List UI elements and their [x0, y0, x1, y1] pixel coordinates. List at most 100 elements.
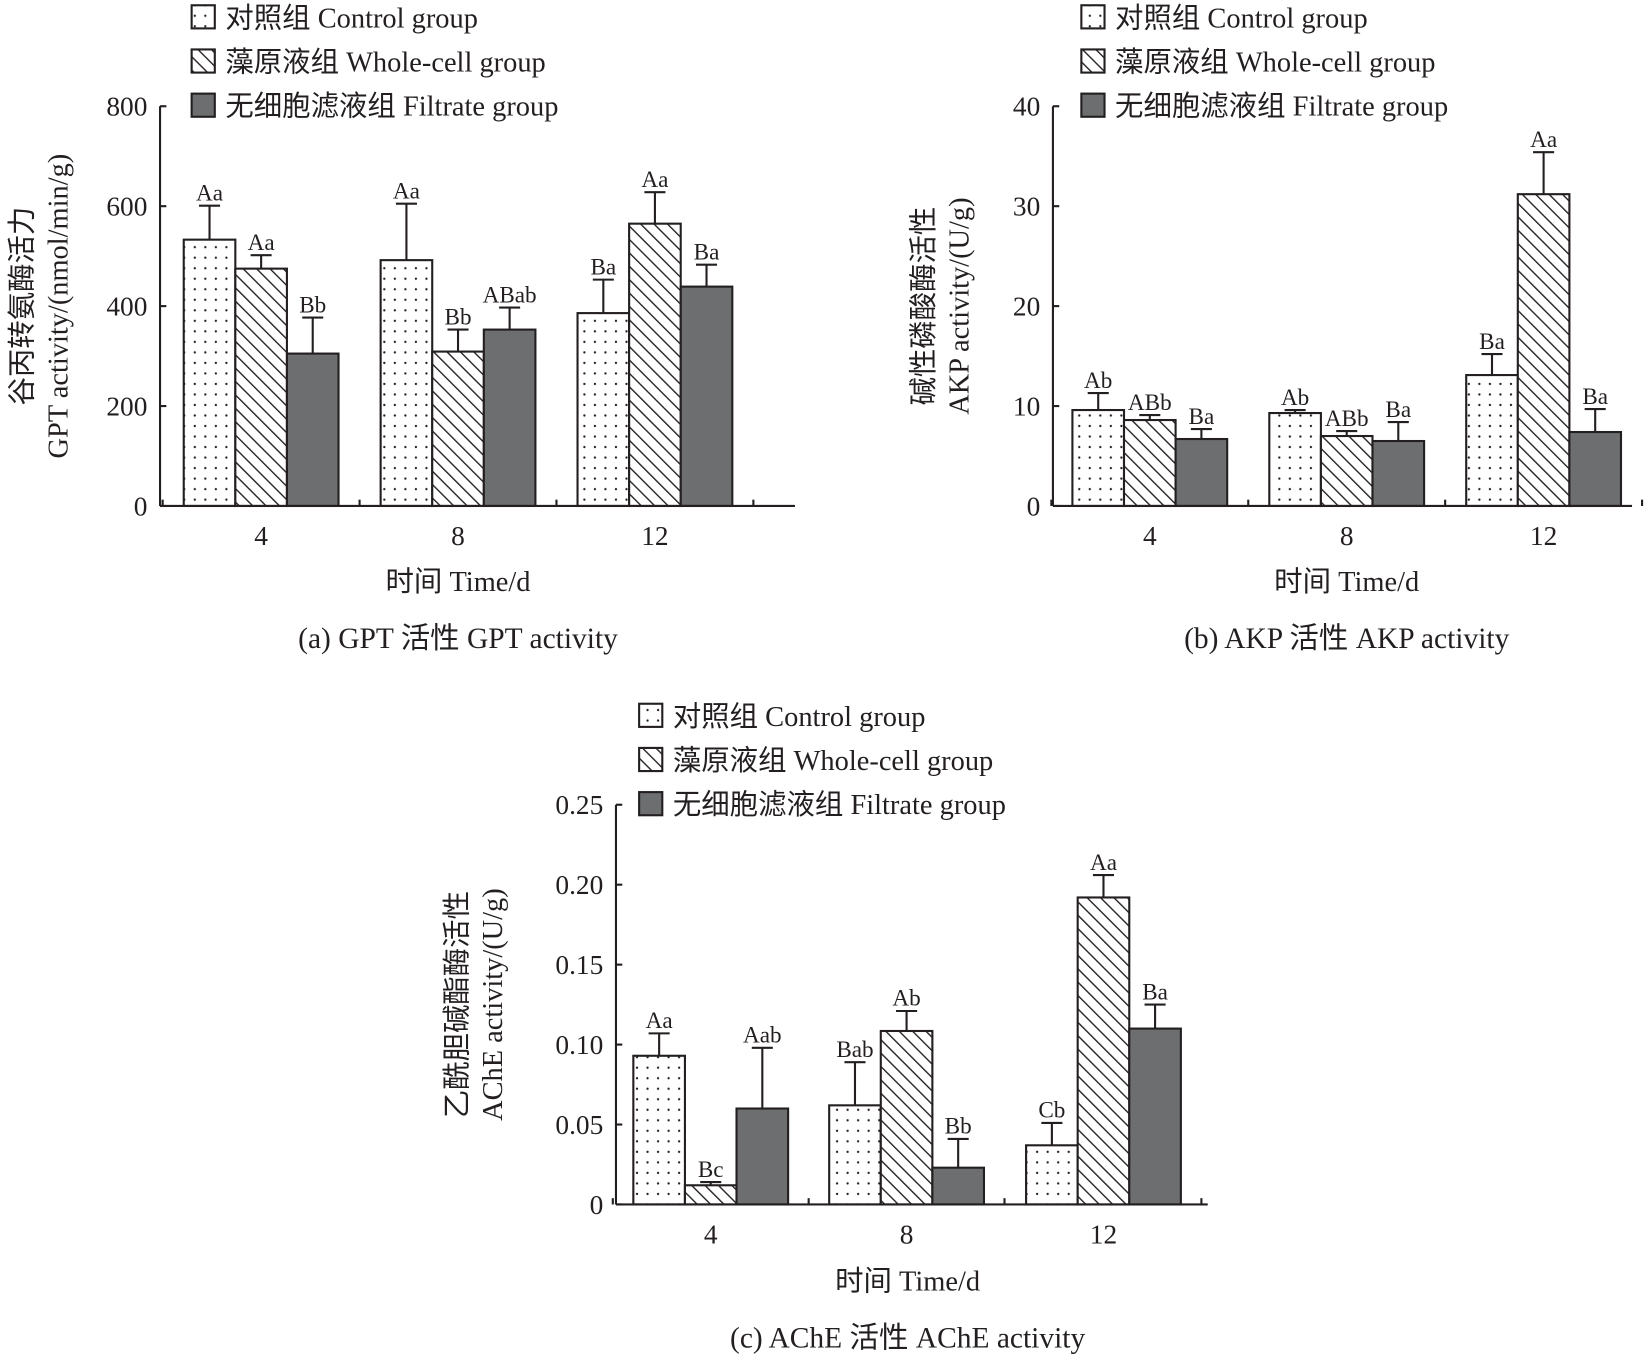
significance-label: ABb	[1128, 390, 1172, 416]
legend: 对照组 Control group 藻原液组 Whole-cell group …	[638, 701, 1006, 821]
bar-filtrate-12	[1568, 430, 1623, 508]
y-axis-label-en: AKP activity/(U/g)	[945, 197, 976, 414]
x-tick-label: 12	[641, 521, 668, 551]
x-tick-label: 4	[704, 1219, 718, 1249]
bar-whole-8	[1319, 434, 1374, 508]
y-axis-label-en: AChE activity/(U/g)	[478, 888, 509, 1121]
legend: 对照组 Control group 藻原液组 Whole-cell group …	[1080, 2, 1448, 123]
significance-label: Bc	[698, 1157, 724, 1183]
significance-label: Ba	[694, 239, 720, 265]
x-tick-label: 12	[1530, 521, 1557, 551]
significance-label: ABb	[1325, 406, 1369, 432]
bar-control-12	[1465, 374, 1519, 508]
bar-control-8	[828, 1104, 882, 1206]
bar-control-12	[1025, 1144, 1079, 1206]
significance-label: Aa	[393, 178, 420, 204]
x-axis-label: 时间 Time/d	[386, 566, 531, 598]
y-tick-label: 600	[106, 192, 147, 222]
y-tick-label: 30	[1013, 192, 1040, 222]
y-tick-label: 0.20	[555, 870, 603, 900]
y-tick-label: 0.10	[555, 1030, 603, 1060]
y-tick-label: 400	[106, 292, 147, 322]
bar-filtrate-4	[1174, 437, 1229, 508]
significance-label: Ba	[1142, 979, 1168, 1005]
bar-control-8	[379, 259, 434, 508]
x-axis-label: 时间 Time/d	[835, 1266, 980, 1298]
y-tick-label: 20	[1013, 292, 1040, 322]
bar-filtrate-8	[1371, 439, 1426, 508]
x-axis-label: 时间 Time/d	[1274, 566, 1419, 598]
legend-label-whole: 藻原液组 Whole-cell group	[673, 745, 993, 777]
legend-swatch-control	[1080, 4, 1106, 30]
y-tick-label: 0	[1027, 491, 1041, 521]
x-tick-label: 8	[1340, 521, 1354, 551]
bar-control-4	[182, 238, 237, 508]
bar-filtrate-12	[1128, 1027, 1182, 1206]
significance-label: Cb	[1038, 1098, 1065, 1124]
legend-swatch-whole	[190, 48, 216, 74]
chart-akp: 对照组 Control group 藻原液组 Whole-cell group …	[908, 2, 1644, 655]
significance-label: Ba	[1385, 397, 1411, 423]
bar-control-8	[1268, 411, 1322, 508]
chart-caption: (b) AKP 活性 AKP activity	[1184, 622, 1509, 655]
x-tick-label: 8	[451, 521, 465, 551]
y-tick-label: 200	[106, 392, 147, 422]
chart-caption: (a) GPT 活性 GPT activity	[298, 622, 618, 655]
significance-label: Ba	[1582, 384, 1608, 410]
x-tick-label: 12	[1090, 1219, 1117, 1249]
significance-label: Ba	[590, 254, 616, 280]
y-tick-label: 0	[134, 491, 148, 521]
legend-swatch-filtrate	[638, 791, 664, 817]
significance-label: Aab	[743, 1023, 782, 1049]
legend-swatch-control	[638, 702, 664, 728]
bar-whole-4	[683, 1184, 738, 1206]
legend-swatch-whole	[638, 746, 664, 773]
bar-control-4	[1071, 408, 1126, 508]
significance-label: Aa	[196, 180, 223, 206]
significance-label: Bab	[836, 1037, 873, 1063]
y-axis-label-cn: 谷丙转氨酶活力	[7, 207, 39, 406]
chart-caption: (c) AChE 活性 AChE activity	[730, 1322, 1085, 1355]
bar-filtrate-12	[679, 285, 734, 508]
chart-ache: 对照组 Control group 藻原液组 Whole-cell group …	[441, 701, 1208, 1355]
y-tick-label: 10	[1013, 392, 1040, 422]
bar-filtrate-8	[931, 1166, 986, 1206]
y-tick-label: 800	[106, 92, 147, 122]
legend-label-filtrate: 无细胞滤液组 Filtrate group	[1115, 91, 1448, 123]
y-tick-label: 0.15	[555, 950, 603, 980]
significance-label: Ab	[1084, 368, 1112, 394]
significance-label: Bb	[445, 304, 472, 330]
bar-whole-8	[431, 350, 485, 508]
significance-label: Aa	[1090, 850, 1117, 876]
bar-control-4	[632, 1054, 686, 1206]
bar-control-12	[576, 312, 631, 508]
legend-label-filtrate: 无细胞滤液组 Filtrate group	[673, 789, 1006, 821]
y-axis-label-en: GPT activity/(nmol/min/g)	[43, 154, 74, 459]
legend-swatch-filtrate	[190, 92, 216, 118]
legend-label-filtrate: 无细胞滤液组 Filtrate group	[225, 91, 558, 123]
y-axis-label-cn: 乙酰胆碱酯酶活性	[441, 891, 473, 1118]
significance-label: Aa	[248, 230, 275, 256]
legend-swatch-control	[190, 4, 216, 30]
chart-gpt: 对照组 Control group 藻原液组 Whole-cell group …	[7, 2, 795, 655]
bar-filtrate-4	[735, 1107, 790, 1206]
bar-whole-12	[1076, 896, 1131, 1206]
bar-filtrate-8	[482, 328, 537, 508]
legend-label-control: 对照组 Control group	[1115, 2, 1368, 34]
significance-label: Ba	[1189, 404, 1215, 430]
significance-label: Ab	[892, 986, 920, 1012]
y-tick-label: 0.05	[555, 1110, 603, 1140]
bar-whole-12	[1516, 193, 1571, 508]
bar-whole-12	[628, 222, 682, 508]
legend-swatch-filtrate	[1080, 92, 1106, 118]
significance-label: Ab	[1281, 385, 1309, 411]
significance-label: Aa	[641, 167, 668, 193]
legend-label-control: 对照组 Control group	[673, 701, 926, 733]
legend: 对照组 Control group 藻原液组 Whole-cell group …	[190, 2, 558, 123]
bar-whole-8	[879, 1029, 934, 1206]
legend-label-control: 对照组 Control group	[225, 2, 478, 34]
legend-label-whole: 藻原液组 Whole-cell group	[225, 47, 545, 79]
y-tick-label: 0.25	[555, 790, 603, 820]
bar-whole-4	[1122, 418, 1177, 508]
